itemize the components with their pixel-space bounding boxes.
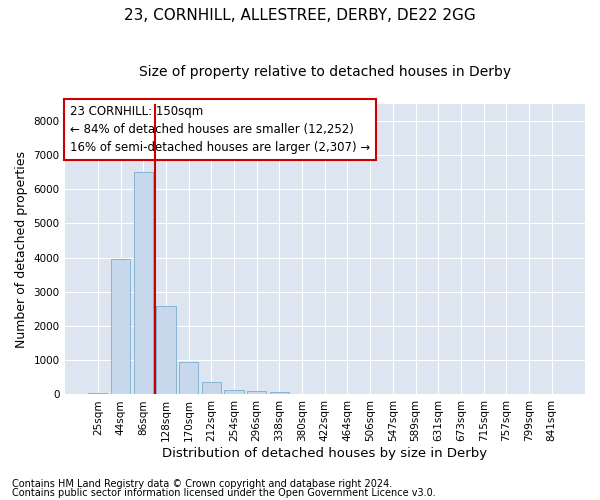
Text: Contains HM Land Registry data © Crown copyright and database right 2024.: Contains HM Land Registry data © Crown c… [12,479,392,489]
Bar [179,362,198,394]
X-axis label: Distribution of detached houses by size in Derby: Distribution of detached houses by size … [162,447,487,460]
Bar [134,172,153,394]
Bar [270,392,289,394]
Bar [111,260,130,394]
Y-axis label: Number of detached properties: Number of detached properties [15,150,28,348]
Text: 23, CORNHILL, ALLESTREE, DERBY, DE22 2GG: 23, CORNHILL, ALLESTREE, DERBY, DE22 2GG [124,8,476,22]
Bar [202,382,221,394]
Title: Size of property relative to detached houses in Derby: Size of property relative to detached ho… [139,65,511,79]
Bar [247,391,266,394]
Bar [224,390,244,394]
Bar [156,306,176,394]
Text: Contains public sector information licensed under the Open Government Licence v3: Contains public sector information licen… [12,488,436,498]
Text: 23 CORNHILL: 150sqm
← 84% of detached houses are smaller (12,252)
16% of semi-de: 23 CORNHILL: 150sqm ← 84% of detached ho… [70,105,370,154]
